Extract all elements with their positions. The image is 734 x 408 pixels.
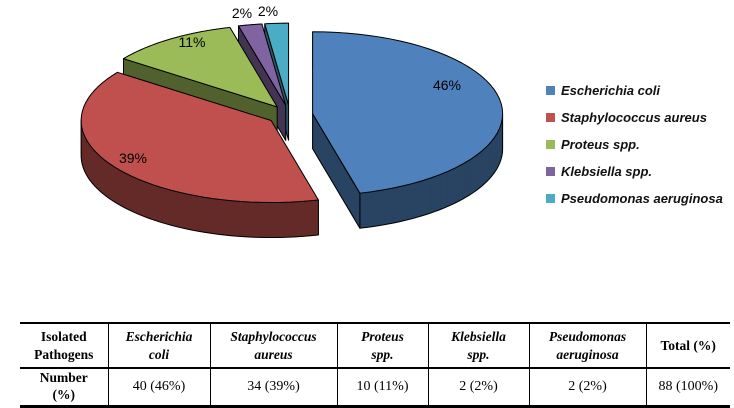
pie-slice-wall [96,152,100,191]
pie-slice-wall [402,184,412,221]
pie-slice-wall [382,188,393,225]
table-header-cell-5: Pseudomonas aeruginosa [529,323,646,368]
pie-slice-wall [476,151,482,190]
pie-slice-wall [114,167,120,205]
table-header-cell-3: Proteus spp. [337,323,428,368]
pie-slice-wall [299,201,309,237]
pie-slice-wall [270,202,280,237]
pie-slice-wall [241,202,251,238]
table-cell-5: 2 (2%) [529,368,646,407]
pie-slice-label: 46% [433,77,461,93]
table-header-cell-6: Total (%) [646,323,730,368]
pie-slice-wall [146,182,153,220]
pie-slice-wall [448,168,456,207]
legend-label: Proteus spp. [561,137,640,152]
legend-item-2: Proteus spp. [546,137,723,152]
pie-slice-label: 2% [232,5,252,21]
pie-slice-wall [497,128,499,168]
pie-slice-label: 11% [179,34,206,50]
table-body: Number (%)40 (46%)34 (39%)10 (11%)2 (2%)… [20,368,730,407]
pie-slice-wall [440,171,448,209]
pie-slice-wall [491,138,495,178]
pie-slice-wall [178,192,187,229]
pie-slice-label: 39% [119,150,147,166]
pie-slice-wall [431,175,440,213]
pie-slice-wall [85,136,87,175]
legend-label: Escherichia coli [561,83,660,98]
pie-slice-wall [232,201,242,237]
legend-swatch-icon [546,113,555,122]
pie-slice-wall [89,144,92,183]
pie-slice-wall [422,178,431,216]
pie-slice-wall [132,176,139,214]
pie-slice-wall [251,202,261,237]
pie-slice-wall [470,156,476,195]
legend-item-0: Escherichia coli [546,83,723,98]
table-header-cell-2: Staphylococcus aureus [210,323,337,368]
table-header-cell-4: Klebsiella spp. [428,323,529,368]
legend-item-1: Staphylococcus aureus [546,110,723,125]
legend-swatch-icon [546,140,555,149]
pie-slice-wall [169,190,177,227]
legend-item-4: Pseudomonas aeruginosa [546,191,723,206]
table-cell-4: 2 (2%) [428,368,529,407]
pie-slice-wall [222,200,231,236]
pie-slice-wall [104,159,109,198]
table-header-cell-0: Isolated Pathogens [20,323,108,368]
pie-slice-wall [463,160,470,199]
table-cell-6: 88 (100%) [646,368,730,407]
pie-slice-wall [126,173,132,211]
pie-slice-wall [87,140,90,179]
legend-swatch-icon [546,86,555,95]
pie-slice-wall [120,170,126,208]
pie-slice-label: 2% [258,3,278,19]
pie-slice-wall [213,199,222,235]
legend-swatch-icon [546,194,555,203]
legend-swatch-icon [546,167,555,176]
pie-slice-wall [92,148,95,187]
pie-slice-wall [290,202,300,238]
pie-slice-wall [494,133,497,173]
pie-slice-wall [280,202,290,237]
table-cell-1: 40 (46%) [108,368,210,407]
legend-label: Staphylococcus aureus [561,110,707,125]
legend-label: Pseudomonas aeruginosa [561,191,723,206]
pie-slice-wall [392,186,402,223]
pie-slice-wall [195,196,204,233]
pie-slice-wall [486,142,490,182]
legend-item-3: Klebsiella spp. [546,164,723,179]
pie-slice-wall [309,200,318,236]
pie-slice-wall [204,197,213,233]
table-cell-2: 34 (39%) [210,368,337,407]
legend-label: Klebsiella spp. [561,164,652,179]
chart-legend: Escherichia coli Staphylococcus aureus Pro… [546,83,723,206]
table-cell-0: Number (%) [20,368,108,407]
pie-slice-wall [139,179,146,217]
table-cell-3: 10 (11%) [337,368,428,407]
table-header-cell-1: Escherichia coli [108,323,210,368]
pie-slice-wall [412,181,422,219]
pie-slice-wall [360,192,371,228]
pie-slice-wall [154,185,162,223]
pie-slice-wall [481,147,486,186]
pie-slice-wall [261,202,271,237]
pie-slice-wall [371,190,382,227]
pie-slice-wall [100,156,104,195]
pie-slice-wall [109,163,114,202]
table-row: Number (%)40 (46%)34 (39%)10 (11%)2 (2%)… [20,368,730,407]
pie-slice-wall [161,187,169,224]
pie-slice-wall [186,194,195,231]
pie-slice-0 [313,32,503,228]
pie-slice-wall [456,164,463,203]
